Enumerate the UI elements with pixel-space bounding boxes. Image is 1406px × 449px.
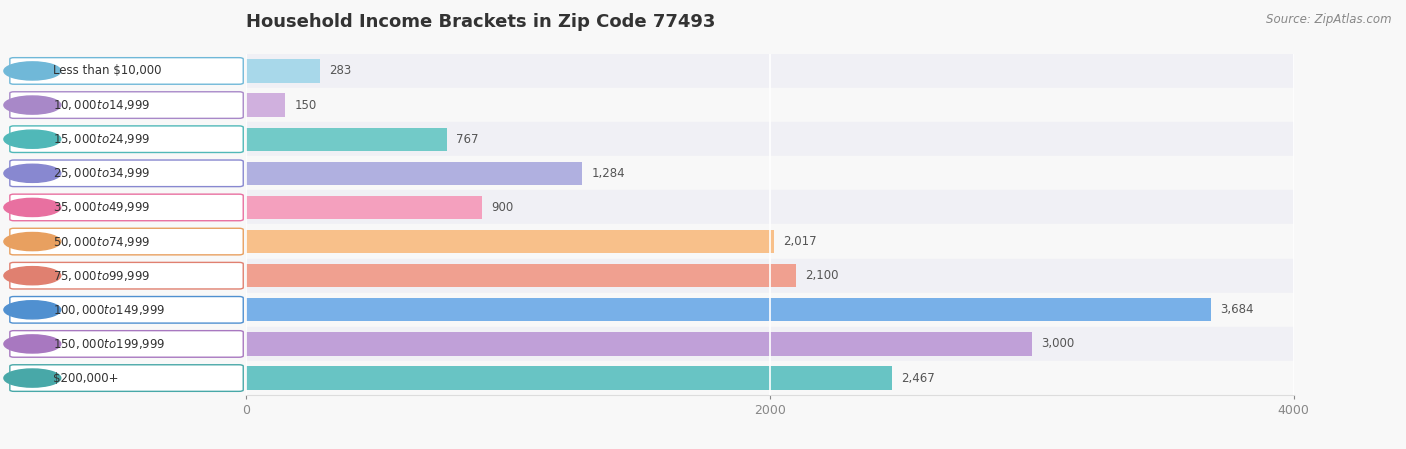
Text: Less than $10,000: Less than $10,000 bbox=[53, 65, 162, 77]
Text: 2,017: 2,017 bbox=[783, 235, 817, 248]
Text: 283: 283 bbox=[329, 65, 352, 77]
Bar bbox=[246, 88, 1294, 122]
Bar bbox=[246, 327, 1294, 361]
Text: $25,000 to $34,999: $25,000 to $34,999 bbox=[53, 166, 150, 180]
Text: $150,000 to $199,999: $150,000 to $199,999 bbox=[53, 337, 166, 351]
Text: $15,000 to $24,999: $15,000 to $24,999 bbox=[53, 132, 150, 146]
Bar bbox=[246, 230, 775, 253]
Text: Source: ZipAtlas.com: Source: ZipAtlas.com bbox=[1267, 13, 1392, 26]
Bar bbox=[246, 224, 1294, 259]
Text: 3,000: 3,000 bbox=[1040, 338, 1074, 350]
Bar bbox=[246, 298, 1211, 321]
Bar bbox=[246, 332, 1032, 356]
Bar bbox=[246, 156, 1294, 190]
Bar bbox=[246, 162, 582, 185]
Text: 150: 150 bbox=[294, 99, 316, 111]
Bar bbox=[246, 54, 1294, 88]
Bar bbox=[246, 128, 447, 151]
Bar bbox=[246, 190, 1294, 224]
Bar bbox=[246, 264, 796, 287]
Bar bbox=[246, 196, 482, 219]
Bar bbox=[246, 59, 321, 83]
Text: 900: 900 bbox=[491, 201, 513, 214]
Text: $200,000+: $200,000+ bbox=[53, 372, 120, 384]
Bar bbox=[246, 93, 285, 117]
Text: Household Income Brackets in Zip Code 77493: Household Income Brackets in Zip Code 77… bbox=[246, 13, 716, 31]
Bar bbox=[246, 259, 1294, 293]
Text: 2,467: 2,467 bbox=[901, 372, 935, 384]
Text: $75,000 to $99,999: $75,000 to $99,999 bbox=[53, 269, 150, 283]
Text: 2,100: 2,100 bbox=[806, 269, 838, 282]
Text: $35,000 to $49,999: $35,000 to $49,999 bbox=[53, 200, 150, 215]
Text: 1,284: 1,284 bbox=[592, 167, 626, 180]
Text: $100,000 to $149,999: $100,000 to $149,999 bbox=[53, 303, 166, 317]
Bar bbox=[246, 361, 1294, 395]
Bar bbox=[246, 366, 891, 390]
Bar bbox=[246, 293, 1294, 327]
Text: 3,684: 3,684 bbox=[1220, 304, 1253, 316]
Text: $10,000 to $14,999: $10,000 to $14,999 bbox=[53, 98, 150, 112]
Text: 767: 767 bbox=[456, 133, 478, 145]
Text: $50,000 to $74,999: $50,000 to $74,999 bbox=[53, 234, 150, 249]
Bar bbox=[246, 122, 1294, 156]
